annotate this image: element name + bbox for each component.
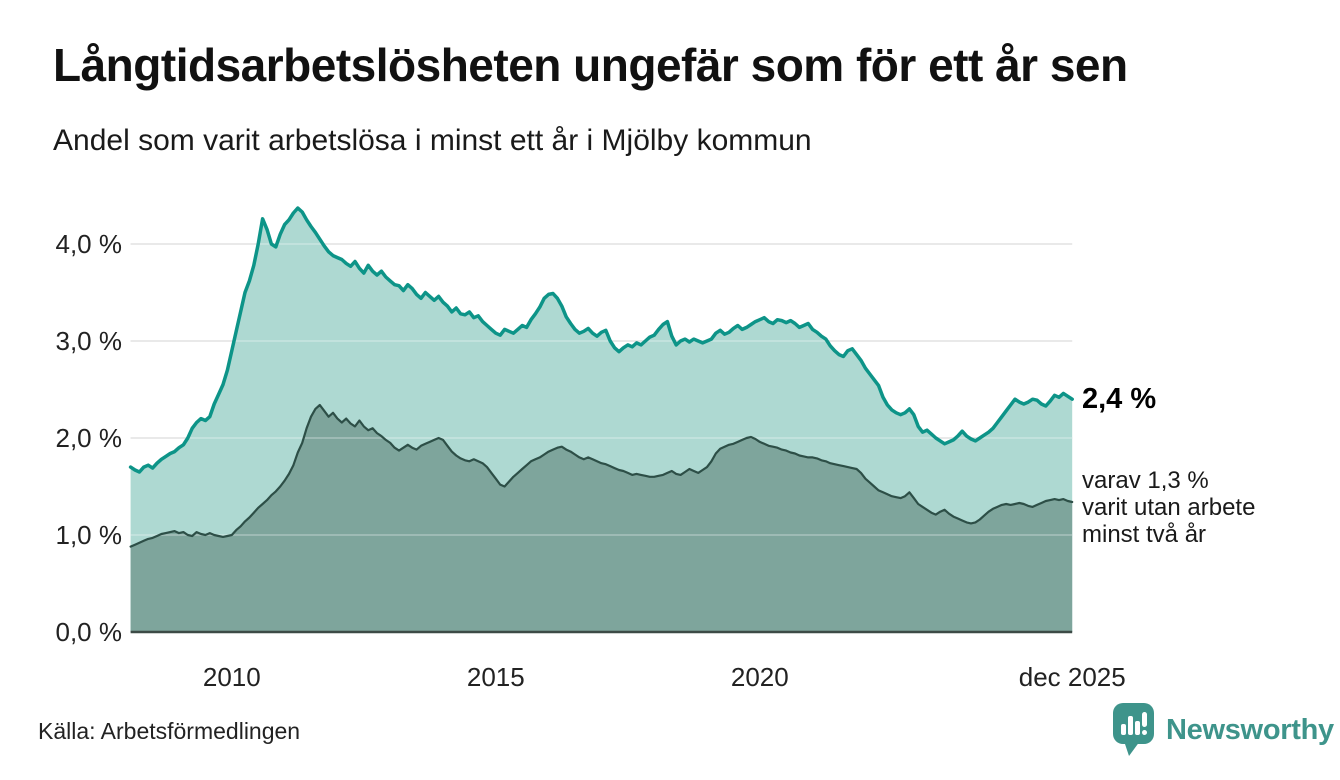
x-tick-labels: 2010 2015 2020 dec 2025 bbox=[203, 662, 1126, 692]
newsworthy-wordmark: Newsworthy bbox=[1166, 713, 1334, 746]
x-tick-label: 2020 bbox=[731, 662, 789, 692]
series-area-2 bbox=[130, 405, 1073, 632]
x-tick-label: 2010 bbox=[203, 662, 261, 692]
y-tick-labels: 0,0 % 1,0 % 2,0 % 3,0 % 4,0 % bbox=[56, 229, 123, 647]
y-tick-label: 0,0 % bbox=[56, 617, 123, 647]
y-tick-label: 4,0 % bbox=[56, 229, 123, 259]
y-tick-label: 3,0 % bbox=[56, 326, 123, 356]
page-subtitle: Andel som varit arbetslösa i minst ett å… bbox=[53, 124, 812, 157]
x-tick-label: 2015 bbox=[467, 662, 525, 692]
series2-end-note: varav 1,3 % varit utan arbete minst två … bbox=[1082, 467, 1255, 548]
series2-end-note-line2: varit utan arbete bbox=[1082, 494, 1256, 521]
x-tick-label: dec 2025 bbox=[1019, 662, 1126, 692]
page-title: Långtidsarbetslösheten ungefär som för e… bbox=[53, 39, 1128, 91]
newsworthy-chart-bubble-icon bbox=[1113, 703, 1154, 756]
grid-overlay bbox=[130, 243, 1073, 536]
source-attribution: Källa: Arbetsförmedlingen bbox=[38, 718, 301, 744]
series2-end-note-line1: varav 1,3 % bbox=[1082, 467, 1209, 494]
y-tick-label: 2,0 % bbox=[56, 423, 123, 453]
series2-end-note-line3: minst två år bbox=[1082, 521, 1207, 548]
y-tick-label: 1,0 % bbox=[56, 520, 123, 550]
newsworthy-brand: Newsworthy bbox=[1112, 702, 1334, 758]
series-line-1 bbox=[128, 206, 1074, 474]
series1-end-value-label: 2,4 % bbox=[1082, 383, 1157, 415]
series-line-2 bbox=[129, 403, 1074, 548]
